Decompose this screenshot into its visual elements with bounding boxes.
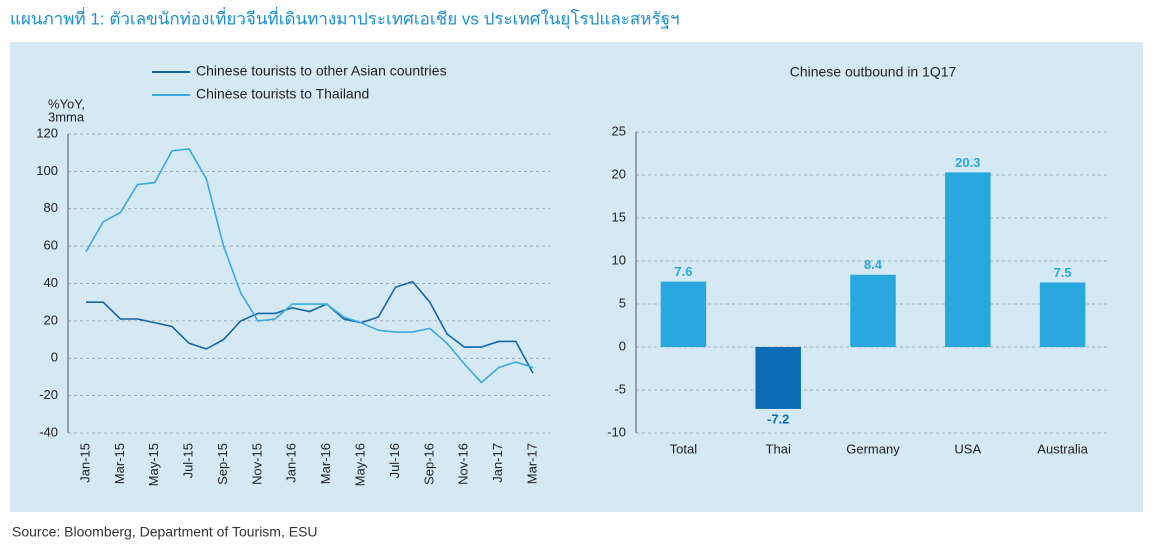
y-tick-label: 5 (619, 295, 626, 310)
x-tick-label: Sep-16 (421, 443, 436, 485)
y-tick-label: -40 (39, 424, 58, 439)
y-tick-label: 120 (36, 125, 58, 140)
data-label: -7.2 (767, 411, 789, 426)
y-tick-label: 25 (612, 123, 626, 138)
y-tick-label: 80 (44, 200, 58, 215)
bar (1039, 282, 1086, 347)
figure-title: แผนภาพที่ 1: ตัวเลขนักท่องเที่ยวจีนที่เด… (10, 6, 680, 29)
x-tick-label: May-16 (353, 443, 368, 486)
y-tick-label: 0 (619, 338, 626, 353)
source-note: Source: Bloomberg, Department of Tourism… (12, 524, 318, 540)
y-axis-label: %YoY, (48, 96, 85, 111)
x-tick-label: Sep-15 (215, 443, 230, 485)
y-axis-label: 3mma (48, 109, 85, 124)
x-tick-label: Total (670, 441, 698, 456)
data-label: 7.5 (1054, 265, 1072, 280)
x-tick-label: Jan-15 (77, 443, 92, 483)
x-tick-label: May-15 (146, 443, 161, 486)
x-tick-label: Germany (846, 441, 900, 456)
x-tick-label: USA (954, 441, 981, 456)
y-tick-label: 20 (612, 166, 626, 181)
bar (755, 347, 801, 409)
y-tick-label: 100 (36, 163, 58, 178)
y-tick-label: 10 (612, 252, 626, 267)
data-label: 7.6 (674, 264, 692, 279)
x-tick-label: Nov-16 (456, 443, 471, 485)
chart-title: Chinese outbound in 1Q17 (790, 64, 957, 80)
legend-label: Chinese tourists to other Asian countrie… (196, 63, 447, 79)
y-tick-label: -5 (614, 381, 626, 396)
x-tick-label: Australia (1037, 441, 1088, 456)
x-tick-label: Jan-16 (284, 443, 299, 483)
y-tick-label: 15 (612, 209, 626, 224)
line-series (85, 148, 534, 384)
line-series (86, 280, 534, 374)
x-tick-label: Jul-16 (387, 443, 402, 478)
x-tick-label: Jan-17 (490, 443, 505, 483)
x-tick-label: Nov-15 (249, 443, 264, 485)
data-label: 8.4 (864, 257, 883, 272)
y-tick-label: 0 (51, 350, 58, 365)
bar (945, 172, 991, 347)
y-tick-label: 40 (44, 275, 58, 290)
y-tick-label: -20 (39, 387, 58, 402)
x-tick-label: Jul-15 (181, 443, 196, 478)
bar (660, 281, 707, 347)
bar (850, 274, 896, 347)
x-tick-label: Mar-17 (524, 443, 539, 484)
x-tick-label: Thai (766, 441, 791, 456)
data-label: 20.3 (955, 155, 980, 170)
x-tick-label: Mar-16 (318, 443, 333, 484)
y-tick-label: -10 (607, 424, 626, 439)
y-tick-label: 60 (44, 238, 58, 253)
legend-label: Chinese tourists to Thailand (196, 86, 369, 102)
x-tick-label: Mar-15 (112, 443, 127, 484)
y-tick-label: 20 (44, 312, 58, 327)
